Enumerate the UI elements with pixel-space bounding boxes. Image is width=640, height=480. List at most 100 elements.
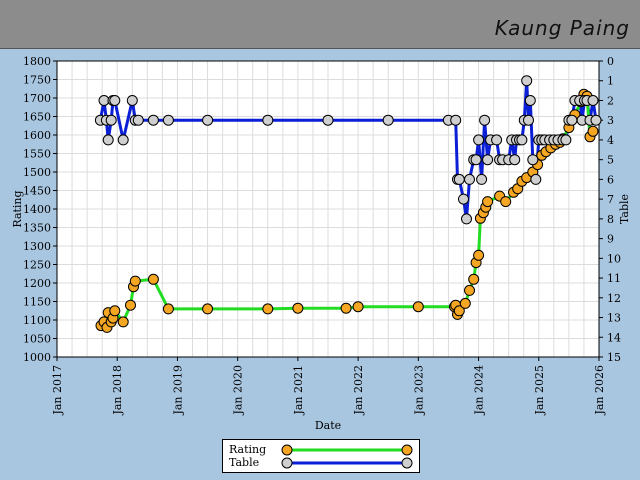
- table-point: [461, 213, 472, 225]
- table-point: [147, 114, 159, 126]
- table-point: [453, 173, 465, 185]
- y2-tick-label: 12: [607, 292, 621, 305]
- rating-point: [412, 301, 424, 313]
- legend-item-table: Table: [229, 456, 415, 470]
- x-tick-label: Jan 2024: [473, 365, 486, 416]
- y-tick-label: 1550: [23, 148, 51, 161]
- rating-point: [162, 303, 174, 315]
- y-tick-label: 1100: [23, 314, 51, 327]
- player-name: Kaung Paing: [494, 16, 630, 40]
- rating-point: [147, 273, 159, 285]
- rating-point: [473, 249, 485, 261]
- rating-point: [464, 284, 475, 296]
- rating-point: [109, 305, 121, 317]
- y2-tick-label: 10: [607, 252, 621, 265]
- table-point: [523, 114, 534, 126]
- y2-tick-label: 2: [607, 94, 614, 107]
- y-tick-label: 1400: [23, 203, 51, 216]
- x-tick-label: Jan 2023: [412, 365, 425, 416]
- rating-point: [500, 196, 512, 208]
- rating-point: [453, 305, 465, 317]
- y-tick-label: 1450: [23, 185, 51, 198]
- table-point: [566, 114, 578, 126]
- x-tick-label: Jan 2021: [292, 365, 305, 416]
- y2-tick-label: 3: [607, 114, 614, 127]
- y2-axis-label: Table: [618, 194, 631, 224]
- table-point: [162, 114, 174, 126]
- legend-label-rating: Rating: [229, 443, 267, 456]
- table-point: [527, 154, 539, 166]
- y2-tick-label: 13: [607, 312, 621, 325]
- rating-point: [482, 196, 494, 208]
- x-tick-label: Jan 2017: [51, 365, 64, 416]
- rating-point: [468, 273, 480, 285]
- table-point: [473, 134, 485, 146]
- table-point: [117, 134, 129, 146]
- y-tick-label: 1050: [23, 333, 51, 346]
- y-tick-label: 1650: [23, 111, 51, 124]
- x-tick-label: Jan 2020: [232, 365, 245, 416]
- y2-tick-label: 6: [607, 173, 614, 186]
- table-point: [464, 173, 475, 185]
- legend-swatch-table: [281, 457, 413, 469]
- y-tick-label: 1300: [23, 240, 51, 253]
- table-point: [262, 114, 274, 126]
- table-point: [202, 114, 214, 126]
- table-point: [509, 154, 521, 166]
- rating-point: [129, 275, 141, 287]
- table-point: [491, 134, 503, 146]
- table-point: [587, 95, 599, 106]
- y-axis-label: Rating: [11, 190, 24, 227]
- x-tick-label: Jan 2022: [352, 365, 365, 416]
- chart-legend: Rating Table: [222, 439, 420, 473]
- table-point: [126, 95, 138, 106]
- rating-point: [587, 125, 599, 137]
- table-point: [470, 154, 482, 166]
- table-point: [560, 134, 572, 146]
- table-point: [524, 95, 536, 106]
- table-point: [482, 154, 494, 166]
- table-point: [382, 114, 394, 126]
- rating-point: [292, 302, 304, 314]
- table-point: [521, 75, 533, 87]
- x-tick-label: Jan 2018: [111, 365, 124, 416]
- rating-point: [117, 316, 129, 328]
- y-tick-label: 1350: [23, 222, 51, 235]
- table-point: [450, 114, 462, 126]
- y-tick-label: 1750: [23, 74, 51, 87]
- y2-tick-label: 0: [607, 55, 614, 68]
- table-point: [132, 114, 144, 126]
- x-tick-label: Jan 2019: [171, 365, 184, 416]
- rating-point: [202, 303, 214, 315]
- x-tick-label: Jan 2026: [593, 365, 606, 416]
- y2-tick-label: 5: [607, 154, 614, 167]
- y2-tick-label: 4: [607, 134, 614, 147]
- y2-tick-label: 14: [607, 331, 621, 344]
- x-axis-label: Date: [315, 419, 341, 432]
- table-point: [102, 134, 114, 146]
- table-point: [322, 114, 334, 126]
- table-point: [109, 95, 121, 106]
- y-tick-label: 1150: [23, 296, 51, 309]
- y2-tick-label: 7: [607, 193, 614, 206]
- y-tick-label: 1800: [23, 55, 51, 68]
- y-tick-label: 1500: [23, 166, 51, 179]
- y-tick-label: 1000: [23, 351, 51, 364]
- rating-point: [262, 303, 274, 315]
- table-point: [530, 173, 542, 185]
- y2-tick-label: 11: [607, 272, 621, 285]
- legend-swatch-rating: [281, 444, 413, 456]
- y-tick-label: 1700: [23, 92, 51, 105]
- y2-tick-label: 15: [607, 351, 621, 364]
- y-tick-label: 1200: [23, 277, 51, 290]
- rating-point: [459, 297, 471, 309]
- y2-tick-label: 8: [607, 213, 614, 226]
- table-point: [476, 173, 488, 185]
- rating-point: [125, 299, 136, 311]
- y2-tick-label: 9: [607, 233, 614, 246]
- table-point: [479, 114, 491, 126]
- table-point: [516, 134, 528, 146]
- rating-point: [340, 302, 352, 314]
- y2-tick-label: 1: [607, 75, 614, 88]
